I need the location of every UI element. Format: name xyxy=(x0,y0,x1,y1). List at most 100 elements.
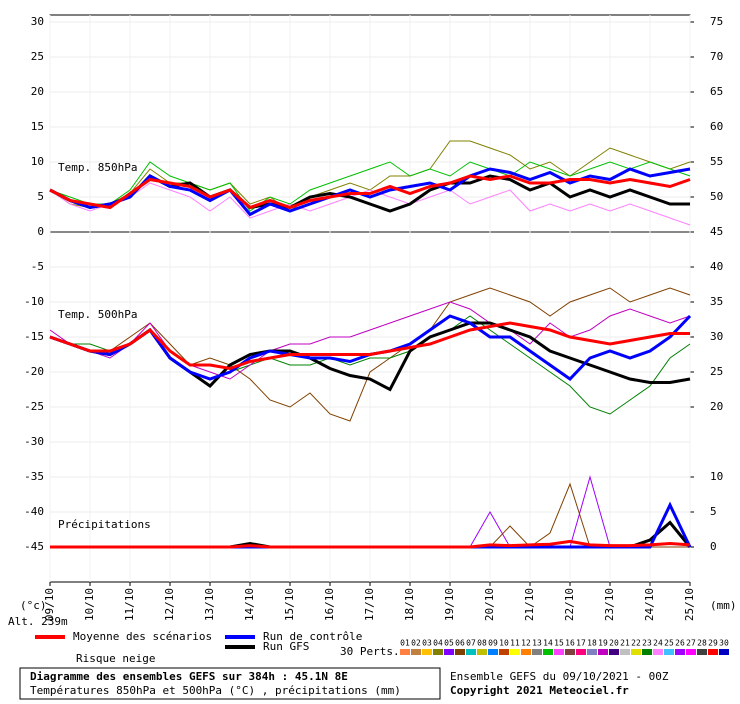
pert-swatch xyxy=(697,649,707,655)
pert-label: 17 xyxy=(576,639,586,648)
pert-label: 15 xyxy=(554,639,564,648)
pert-label: 07 xyxy=(466,639,476,648)
pert-swatch xyxy=(400,649,410,655)
y2-tick-label: 70 xyxy=(710,50,723,63)
pert-label: 04 xyxy=(433,639,443,648)
pert-swatch xyxy=(708,649,718,655)
panel-label: Temp. 850hPa xyxy=(58,161,137,174)
pert-label: 27 xyxy=(686,639,696,648)
x-tick-label: 10/10 xyxy=(83,588,96,621)
legend-label: Run GFS xyxy=(263,640,309,653)
pert-swatch xyxy=(488,649,498,655)
pert-label: 21 xyxy=(620,639,630,648)
y2-unit: (mm) xyxy=(710,599,737,612)
y2-tick-label: 60 xyxy=(710,120,723,133)
pert-swatch xyxy=(598,649,608,655)
pert-label: 03 xyxy=(422,639,432,648)
pert-label: 14 xyxy=(543,639,553,648)
pert-label: 26 xyxy=(675,639,685,648)
x-tick-label: 25/10 xyxy=(683,588,696,621)
pert-swatch xyxy=(422,649,432,655)
pert-swatch xyxy=(433,649,443,655)
member-line xyxy=(49,287,691,422)
x-tick-label: 23/10 xyxy=(603,588,616,621)
y-tick-label: -15 xyxy=(24,330,44,343)
member-line xyxy=(49,182,691,226)
y-tick-label: 20 xyxy=(31,85,44,98)
y-tick-label: -10 xyxy=(24,295,44,308)
y-unit: (°c) xyxy=(20,599,47,612)
pert-swatch xyxy=(609,649,619,655)
x-tick-label: 14/10 xyxy=(243,588,256,621)
x-tick-label: 11/10 xyxy=(123,588,136,621)
pert-label: 08 xyxy=(477,639,487,648)
y2-tick-label: 20 xyxy=(710,400,723,413)
y2-tick-label: 35 xyxy=(710,295,723,308)
pert-label: 24 xyxy=(653,639,663,648)
altitude: Alt. 239m xyxy=(8,615,68,628)
pert-swatch xyxy=(510,649,520,655)
x-tick-label: 18/10 xyxy=(403,588,416,621)
member-line xyxy=(49,301,691,380)
y-tick-label: -20 xyxy=(24,365,44,378)
pert-swatch xyxy=(565,649,575,655)
legend-label: Moyenne des scénarios xyxy=(73,630,212,643)
pert-label: 22 xyxy=(631,639,641,648)
pert-label: 01 xyxy=(400,639,410,648)
pert-swatch xyxy=(411,649,421,655)
pert-label: 23 xyxy=(642,639,652,648)
y-tick-label: -25 xyxy=(24,400,44,413)
pert-swatch xyxy=(675,649,685,655)
pert-label: 13 xyxy=(532,639,542,648)
pert-label: 06 xyxy=(455,639,465,648)
pert-swatch xyxy=(686,649,696,655)
y-tick-label: 30 xyxy=(31,15,44,28)
x-tick-label: 12/10 xyxy=(163,588,176,621)
footer-subtitle: Températures 850hPa et 500hPa (°C) , pré… xyxy=(30,684,401,697)
pert-swatch xyxy=(444,649,454,655)
pert-swatch xyxy=(631,649,641,655)
pert-label: 11 xyxy=(510,639,520,648)
perts-label: 30 Perts. xyxy=(340,645,400,658)
pert-label: 20 xyxy=(609,639,619,648)
x-tick-label: 20/10 xyxy=(483,588,496,621)
pert-label: 10 xyxy=(499,639,509,648)
pert-label: 16 xyxy=(565,639,575,648)
pert-label: 25 xyxy=(664,639,674,648)
main-line xyxy=(49,321,690,371)
panel-label: Temp. 500hPa xyxy=(58,308,137,321)
member-line xyxy=(49,161,691,212)
x-tick-label: 17/10 xyxy=(363,588,376,621)
y2-tick-label: 65 xyxy=(710,85,723,98)
x-tick-label: 24/10 xyxy=(643,588,656,621)
y-tick-label: -30 xyxy=(24,435,44,448)
pert-swatch xyxy=(455,649,465,655)
y-tick-label: 15 xyxy=(31,120,44,133)
pert-label: 28 xyxy=(697,639,707,648)
snow-label: Risque neige xyxy=(76,652,155,665)
x-tick-label: 13/10 xyxy=(203,588,216,621)
pert-swatch xyxy=(642,649,652,655)
pert-swatch xyxy=(587,649,597,655)
y2-tick-label: 5 xyxy=(710,505,717,518)
y-tick-label: 0 xyxy=(37,225,44,238)
y2-tick-label: 25 xyxy=(710,365,723,378)
pert-label: 12 xyxy=(521,639,531,648)
footer-title: Diagramme des ensembles GEFS sur 384h : … xyxy=(30,670,348,683)
pert-label: 09 xyxy=(488,639,498,648)
pert-swatch xyxy=(477,649,487,655)
y2-tick-label: 30 xyxy=(710,330,723,343)
y-tick-label: -35 xyxy=(24,470,44,483)
y-tick-label: 5 xyxy=(37,190,44,203)
x-tick-label: 09/10 xyxy=(43,588,56,621)
legend-label: Run de contrôle xyxy=(263,630,362,643)
y2-tick-label: 10 xyxy=(710,470,723,483)
x-tick-label: 22/10 xyxy=(563,588,576,621)
pert-label: 02 xyxy=(411,639,421,648)
y2-tick-label: 45 xyxy=(710,225,723,238)
x-tick-label: 19/10 xyxy=(443,588,456,621)
footer-box xyxy=(19,667,441,700)
pert-label: 05 xyxy=(444,639,454,648)
main-line xyxy=(49,174,691,210)
